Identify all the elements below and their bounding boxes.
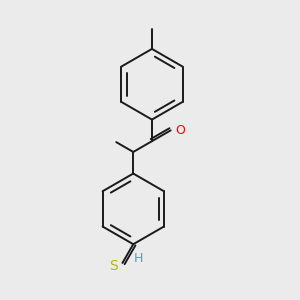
Text: S: S — [109, 259, 118, 273]
Text: O: O — [176, 124, 185, 137]
Text: H: H — [134, 251, 144, 265]
